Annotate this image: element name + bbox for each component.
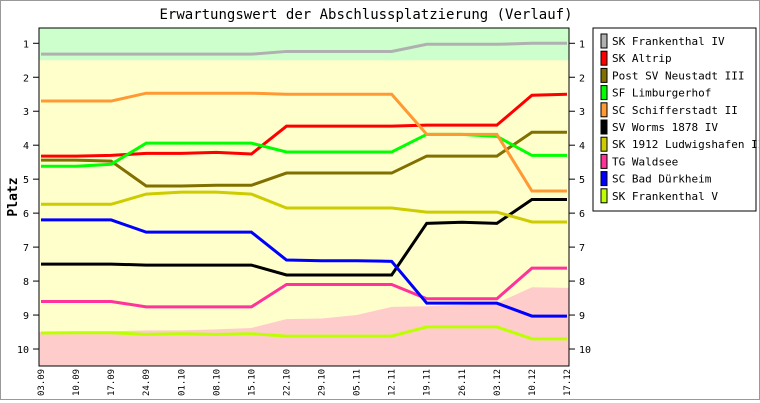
chart-title: Erwartungswert der Abschlussplatzierung …: [159, 7, 572, 23]
y-tick-label-right: 5: [579, 175, 585, 186]
legend-swatch: [600, 102, 608, 118]
legend-entry: SK Frankenthal V: [612, 190, 718, 203]
x-tick-label: 01.10: [177, 369, 187, 396]
x-tick-label: 22.10: [282, 369, 292, 396]
legend-entry: SK Frankenthal IV: [612, 35, 725, 48]
x-tick-label: 24.09: [142, 369, 152, 396]
series-line-0: [41, 41, 567, 56]
y-tick-label-right: 10: [579, 345, 591, 356]
legend-entry: SC Bad Dürkheim: [612, 173, 712, 186]
y-tick-label: 10: [17, 345, 29, 356]
legend: SK Frankenthal IV SK Altrip Post SV Neusta…: [592, 27, 760, 212]
legend-swatch: [600, 153, 608, 169]
x-tick-label: 26.11: [458, 369, 468, 396]
x-tick-label: 03.09: [37, 369, 47, 396]
series-line-9: [40, 325, 567, 341]
x-tick-label: 08.10: [212, 369, 222, 396]
legend-entry: SF Limburgerhof: [612, 87, 711, 100]
y-tick-label: 3: [23, 107, 29, 118]
legend-entry: SC Schifferstadt II: [612, 104, 738, 117]
x-tick-label: 03.12: [493, 369, 503, 396]
y-tick-label: 9: [23, 311, 29, 322]
legend-swatch: [600, 33, 608, 49]
plot-frame: [38, 27, 570, 367]
y-tick-label-right: 6: [579, 209, 585, 220]
y-tick-label-right: 9: [579, 311, 585, 322]
y-tick-label: 2: [23, 73, 29, 84]
y-tick-label: 5: [23, 175, 29, 186]
legend-entry: TG Waldsee: [612, 155, 678, 168]
x-tick-label: 12.11: [388, 369, 398, 396]
legend-entry: SV Worms 1878 IV: [612, 121, 718, 134]
y-tick-label: 1: [23, 39, 29, 50]
y-tick-label-right: 7: [579, 243, 585, 254]
legend-box: [592, 27, 757, 212]
y-tick-label-right: 4: [579, 141, 585, 152]
series-line-7: [41, 266, 567, 309]
y-tick-label: 6: [23, 209, 29, 220]
x-tick-label: 10.12: [528, 369, 538, 396]
series-line-5: [41, 198, 567, 277]
x-tick-label: 10.09: [72, 369, 82, 396]
x-tick-label: 17.12: [563, 369, 573, 396]
series-line-4: [41, 91, 567, 193]
x-tick-label: 29.10: [318, 369, 328, 396]
legend-swatch: [600, 50, 608, 66]
y-tick-label-right: 8: [579, 277, 585, 288]
series-line-8: [41, 218, 567, 318]
bottom-zone: [39, 287, 569, 366]
x-tick-label: 05.11: [353, 369, 363, 396]
y-tick-label: 4: [23, 141, 29, 152]
y-tick-label-right: 2: [579, 73, 585, 84]
legend-entry: SK Altrip: [612, 52, 672, 65]
legend-swatch: [600, 119, 608, 135]
legend-swatch: [600, 136, 608, 152]
legend-swatch: [600, 67, 608, 83]
legend-swatch: [600, 171, 608, 187]
x-tick-label: 19.11: [423, 369, 433, 396]
x-tick-label: 17.09: [107, 369, 117, 396]
legend-entry: Post SV Neustadt III: [612, 69, 744, 82]
x-tick-label: 15.10: [247, 369, 257, 396]
y-tick-label: 8: [23, 277, 29, 288]
y-tick-label-right: 3: [579, 107, 585, 118]
y-tick-label-right: 1: [579, 39, 585, 50]
legend-swatch: [600, 188, 608, 204]
y-tick-label: 7: [23, 243, 29, 254]
series-line-6: [41, 190, 567, 224]
series-line-2: [41, 130, 567, 188]
legend-swatch: [600, 85, 608, 101]
legend-entry: SK 1912 Ludwigshafen II: [612, 138, 759, 151]
y-axis-label: Platz: [6, 177, 21, 216]
